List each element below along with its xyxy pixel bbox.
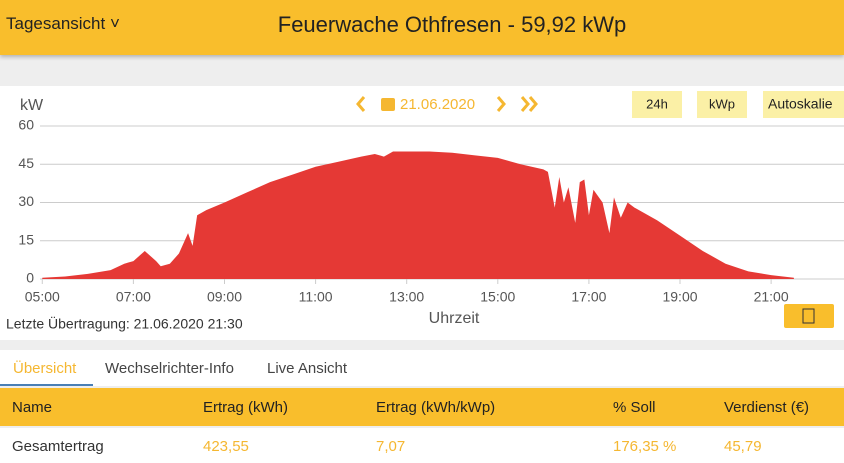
button[interactable]	[697, 91, 747, 118]
last-transfer: Letzte Übertragung: 21.06.2020 21:30	[6, 315, 243, 332]
tabs: Übersicht Wechselrichter-Info Live Ansic…	[0, 350, 844, 386]
next-day[interactable]	[496, 96, 506, 112]
page-title: Feuerwache Othfresen - 59,92 kWp	[277, 12, 627, 37]
button-label[interactable]: kWp	[709, 96, 735, 111]
tab[interactable]: Wechselrichter-Info	[105, 360, 234, 377]
view-select[interactable]: Tagesansicht ˅	[6, 14, 120, 33]
column-header: Ertrag (kWh/kWp)	[376, 399, 496, 416]
column-header: Verdienst (€)	[724, 399, 810, 416]
column-header: % Soll	[613, 399, 656, 416]
cell: Gesamtertrag	[12, 438, 104, 455]
x-tick-label: 19:00	[662, 289, 697, 305]
y-tick-label: 30	[18, 193, 34, 209]
table-header: Name Ertrag (kWh) Ertrag (kWh/kWp) % Sol…	[0, 388, 844, 426]
cell: 176,35 %	[613, 438, 677, 455]
x-tick-label: 11:00	[299, 289, 333, 305]
y-tick-label: 0	[26, 270, 34, 286]
x-tick-label: 05:00	[25, 289, 60, 305]
x-tick-label: 07:00	[116, 289, 151, 305]
tab-indicator	[0, 384, 93, 386]
button[interactable]	[632, 91, 682, 118]
x-tick-label: 09:00	[207, 289, 242, 305]
view-label[interactable]: Tagesansicht	[6, 14, 106, 33]
chart-card: 21.06.2020 24h kWp Autoskalie kW Uhrzeit…	[0, 86, 844, 340]
y-axis-label: kW	[20, 97, 44, 114]
button[interactable]	[763, 91, 844, 118]
date[interactable]: 21.06.2020	[400, 96, 475, 113]
cell: 45,79	[724, 438, 762, 455]
calendar-icon[interactable]	[381, 98, 395, 111]
button-label[interactable]: 24h	[646, 96, 668, 111]
x-tick-label: 17:00	[571, 289, 606, 305]
y-tick-label: 60	[18, 117, 34, 133]
cell: 7,07	[376, 438, 406, 455]
x-tick-label: 21:00	[754, 289, 789, 305]
column-header: Name	[12, 399, 53, 416]
today[interactable]	[520, 96, 538, 112]
export-button[interactable]	[784, 304, 834, 328]
table-row: Gesamtertrag 423,55 7,07 176,35 % 45,79	[0, 428, 844, 463]
area	[42, 151, 794, 279]
y-tick-label: 45	[18, 155, 34, 171]
prev-day[interactable]	[356, 96, 366, 112]
column-header: Ertrag (kWh)	[203, 399, 289, 416]
x-tick-label: 15:00	[480, 289, 515, 305]
tab[interactable]: Live Ansicht	[267, 360, 348, 377]
button-label[interactable]: Autoskalie	[768, 96, 833, 112]
y-tick-label: 15	[18, 231, 34, 247]
x-tick-label: 13:00	[389, 289, 424, 305]
x-axis-label: Uhrzeit	[429, 310, 480, 327]
header: Tagesansicht ˅ Feuerwache Othfresen - 59…	[0, 0, 844, 55]
export-icon[interactable]	[802, 308, 815, 324]
tab[interactable]: Übersicht	[13, 360, 77, 377]
cell: 423,55	[203, 438, 249, 455]
